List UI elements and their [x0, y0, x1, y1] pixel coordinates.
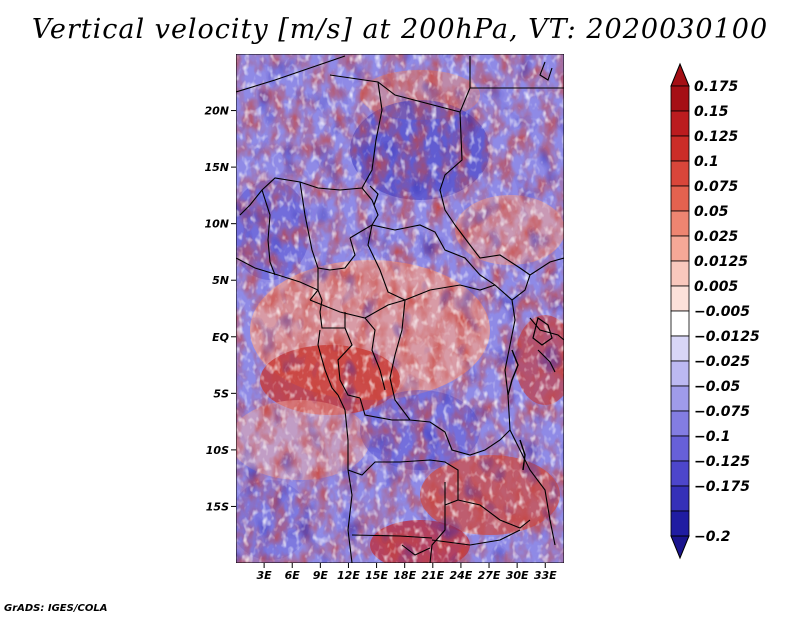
lon-tick-label: 30E [506, 569, 529, 582]
colorbar-label: −0.075 [694, 404, 750, 420]
lat-tick-label: EQ [212, 331, 229, 344]
credit-label: GrADS: IGES/COLA [4, 603, 108, 614]
border-line [439, 111, 463, 226]
lat-tick-label: 5N [212, 274, 229, 287]
field-noise-neutral [236, 54, 564, 563]
colorbar-swatch [670, 235, 690, 262]
lat-tick-label: 15S [206, 500, 229, 513]
colorbar-label: 0.005 [694, 279, 739, 295]
lon-tick-label: 27E [478, 569, 501, 582]
lon-tick-label: 12E [337, 569, 360, 582]
country-borders [236, 55, 564, 563]
colorbar-swatch [670, 410, 690, 437]
colorbar-swatch [670, 360, 690, 387]
colorbar-bottom-arrow [670, 535, 690, 560]
chart-title: Vertical velocity [m/s] at 200hPa, VT: 2… [31, 14, 769, 45]
border-line [504, 299, 516, 431]
border-line [351, 534, 433, 539]
colorbar-swatch [670, 210, 690, 237]
border-line [429, 482, 446, 563]
border-line [457, 499, 531, 529]
border-line [537, 349, 556, 373]
lake-outline [532, 317, 553, 346]
colorbar-swatch [670, 135, 690, 162]
lon-tick-label: 21E [421, 569, 444, 582]
lon-tick-label: 6E [285, 569, 301, 582]
border-line [347, 459, 459, 506]
colorbar-label: 0.125 [694, 129, 739, 145]
colorbar-swatch [670, 485, 690, 512]
border-line [454, 224, 531, 276]
border-line [401, 544, 431, 556]
colorbar-label: 0.075 [694, 179, 739, 195]
lon-tick-label: 33E [534, 569, 557, 582]
border-line [299, 181, 319, 269]
lake-outline [369, 185, 379, 206]
lat-tick-label: 20N [204, 105, 229, 118]
colorbar-label: −0.175 [694, 479, 750, 495]
lat-tick-label: 10N [204, 218, 229, 231]
border-line [359, 397, 410, 421]
border-line [509, 429, 556, 546]
colorbar-swatch [670, 160, 690, 187]
colorbar-label: −0.125 [694, 454, 750, 470]
border-line [529, 317, 564, 341]
colorbar-label: 0.1 [694, 154, 719, 170]
lon-tick-label: 9E [313, 569, 329, 582]
colorbar-swatch [670, 85, 690, 112]
colorbar-label: −0.05 [694, 379, 741, 395]
colorbar-swatch [670, 335, 690, 362]
border-line [319, 311, 346, 329]
border-line [431, 529, 521, 546]
colorbar-swatch [670, 510, 690, 537]
border-line [261, 189, 276, 276]
lon-tick-label: 24E [450, 569, 473, 582]
colorbar-label: 0.0125 [694, 254, 748, 270]
colorbar-label: −0.025 [694, 354, 750, 370]
colorbar-label: 0.15 [694, 104, 729, 120]
lat-tick-label: 10S [206, 444, 229, 457]
colorbar-swatch [670, 460, 690, 487]
colorbar-label: 0.05 [694, 204, 729, 220]
colorbar-label: 0.025 [694, 229, 739, 245]
velocity-field [236, 54, 564, 563]
border-line [329, 56, 471, 113]
colorbar-swatch [670, 435, 690, 462]
border-line [364, 317, 386, 391]
colorbar-swatch [670, 285, 690, 312]
coastline [236, 257, 323, 313]
border-line [349, 187, 379, 239]
border-line [337, 327, 361, 399]
map-axes: 20N 15N 10N 5N EQ 5S 10S 15S 3E 6E 9E 12E 15E 18E 21E 2… [204, 105, 557, 582]
colorbar-label: −0.2 [694, 529, 731, 545]
lat-tick-label: 5S [213, 387, 229, 400]
colorbar-swatch [670, 185, 690, 212]
lake-outline [519, 439, 526, 471]
border-line [389, 299, 511, 456]
lon-tick-label: 3E [257, 569, 273, 582]
lake-outline [539, 61, 553, 81]
border-line [236, 55, 346, 93]
colorbar-label: −0.1 [694, 429, 731, 445]
lat-tick-label: 15N [204, 161, 229, 174]
lon-tick-label: 18E [393, 569, 416, 582]
lake-outline [507, 349, 519, 396]
colorbar-label: 0.175 [694, 79, 739, 95]
lon-tick-label: 15E [365, 569, 388, 582]
colorbar: 0.175 0.15 0.125 0.1 0.075 0.05 0.025 0.0125 0.0… [670, 62, 760, 560]
colorbar-swatch [670, 110, 690, 137]
border-line [239, 81, 383, 216]
coastline [317, 329, 339, 396]
colorbar-label: −0.0125 [694, 329, 760, 345]
colorbar-swatch [670, 310, 690, 337]
colorbar-label: −0.005 [694, 304, 750, 320]
colorbar-swatch [670, 260, 690, 287]
colorbar-top-arrow [670, 62, 690, 87]
colorbar-swatch [670, 385, 690, 412]
